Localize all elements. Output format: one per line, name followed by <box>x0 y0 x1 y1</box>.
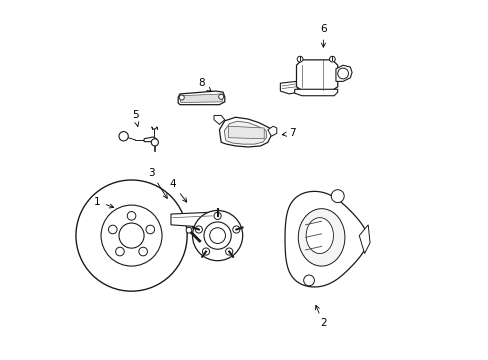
Text: 5: 5 <box>132 111 139 126</box>
Circle shape <box>209 228 225 243</box>
Text: 4: 4 <box>169 179 186 202</box>
Polygon shape <box>228 126 264 139</box>
Circle shape <box>108 225 117 234</box>
Circle shape <box>202 248 209 255</box>
Polygon shape <box>296 60 337 90</box>
Polygon shape <box>305 218 333 253</box>
Circle shape <box>127 212 136 220</box>
Circle shape <box>337 68 348 79</box>
Polygon shape <box>280 81 297 94</box>
Polygon shape <box>335 65 351 81</box>
Circle shape <box>303 275 314 286</box>
Circle shape <box>119 132 128 141</box>
Polygon shape <box>180 94 222 103</box>
Circle shape <box>76 180 187 291</box>
Circle shape <box>146 225 154 234</box>
Polygon shape <box>224 121 266 144</box>
Polygon shape <box>267 126 276 136</box>
Text: 3: 3 <box>148 168 167 198</box>
Text: 6: 6 <box>320 24 326 47</box>
Polygon shape <box>298 209 344 266</box>
Circle shape <box>329 56 335 62</box>
Circle shape <box>225 248 232 255</box>
Circle shape <box>195 226 202 233</box>
Circle shape <box>151 139 158 146</box>
Polygon shape <box>294 89 337 96</box>
Text: 8: 8 <box>198 78 211 91</box>
Circle shape <box>192 211 242 261</box>
Polygon shape <box>359 225 369 253</box>
Circle shape <box>185 227 191 233</box>
Polygon shape <box>219 117 271 147</box>
Circle shape <box>232 226 240 233</box>
Circle shape <box>101 205 162 266</box>
Polygon shape <box>178 91 224 105</box>
Polygon shape <box>171 212 214 227</box>
Circle shape <box>119 223 144 248</box>
Polygon shape <box>144 137 156 141</box>
Polygon shape <box>285 192 367 287</box>
Circle shape <box>203 222 231 249</box>
Polygon shape <box>214 116 224 125</box>
Circle shape <box>179 95 184 100</box>
Circle shape <box>330 190 344 203</box>
Circle shape <box>218 94 223 99</box>
Circle shape <box>297 56 303 62</box>
Circle shape <box>139 247 147 256</box>
Circle shape <box>115 247 124 256</box>
Text: 1: 1 <box>94 197 114 208</box>
Text: 7: 7 <box>282 129 296 138</box>
Text: 2: 2 <box>315 305 326 328</box>
Circle shape <box>214 212 221 220</box>
